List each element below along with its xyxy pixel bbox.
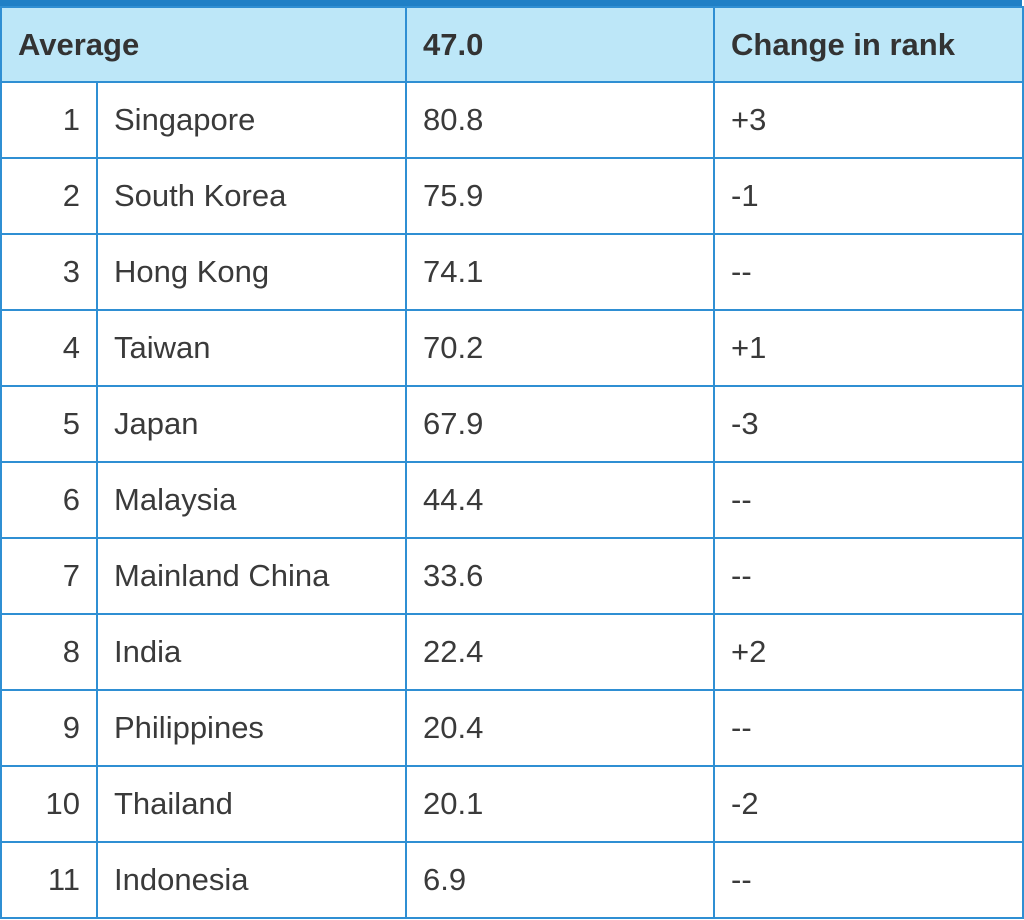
table-row: 10 Thailand 20.1 -2 xyxy=(0,765,1024,843)
country-cell: South Korea xyxy=(95,157,408,235)
table-row: 2 South Korea 75.9 -1 xyxy=(0,157,1024,235)
rank-cell: 6 xyxy=(0,461,98,539)
country-cell: Thailand xyxy=(95,765,408,843)
rank-cell: 4 xyxy=(0,309,98,387)
header-change-in-rank: Change in rank xyxy=(713,6,1024,83)
country-cell: Japan xyxy=(95,385,408,463)
score-cell: 20.1 xyxy=(405,765,716,843)
score-cell: 20.4 xyxy=(405,689,716,767)
header-average-label: Average xyxy=(0,6,408,83)
table-row: 9 Philippines 20.4 -- xyxy=(0,689,1024,767)
score-cell: 75.9 xyxy=(405,157,716,235)
table-row: 6 Malaysia 44.4 -- xyxy=(0,461,1024,539)
score-cell: 33.6 xyxy=(405,537,716,615)
country-cell: India xyxy=(95,613,408,691)
table-row: 8 India 22.4 +2 xyxy=(0,613,1024,691)
rank-cell: 11 xyxy=(0,841,98,919)
table-row: 1 Singapore 80.8 +3 xyxy=(0,81,1024,159)
score-cell: 70.2 xyxy=(405,309,716,387)
table-header-row: Average 47.0 Change in rank xyxy=(0,6,1024,83)
score-cell: 44.4 xyxy=(405,461,716,539)
score-cell: 74.1 xyxy=(405,233,716,311)
rank-cell: 1 xyxy=(0,81,98,159)
score-cell: 6.9 xyxy=(405,841,716,919)
table-row: 7 Mainland China 33.6 -- xyxy=(0,537,1024,615)
country-cell: Singapore xyxy=(95,81,408,159)
rank-cell: 5 xyxy=(0,385,98,463)
score-cell: 22.4 xyxy=(405,613,716,691)
change-in-rank-cell: -- xyxy=(713,461,1024,539)
change-in-rank-cell: -2 xyxy=(713,765,1024,843)
country-cell: Taiwan xyxy=(95,309,408,387)
country-cell: Hong Kong xyxy=(95,233,408,311)
change-in-rank-cell: +2 xyxy=(713,613,1024,691)
country-cell: Indonesia xyxy=(95,841,408,919)
rank-cell: 9 xyxy=(0,689,98,767)
change-in-rank-cell: -- xyxy=(713,841,1024,919)
table-row: 11 Indonesia 6.9 -- xyxy=(0,841,1024,919)
rank-cell: 7 xyxy=(0,537,98,615)
change-in-rank-cell: +3 xyxy=(713,81,1024,159)
country-cell: Philippines xyxy=(95,689,408,767)
country-cell: Malaysia xyxy=(95,461,408,539)
ranking-table: Average 47.0 Change in rank 1 Singapore 80… xyxy=(0,6,1024,919)
rank-cell: 2 xyxy=(0,157,98,235)
table-body: 1 Singapore 80.8 +3 2 South Korea 75.9 -1 3 Hong … xyxy=(0,81,1024,919)
rank-cell: 10 xyxy=(0,765,98,843)
country-cell: Mainland China xyxy=(95,537,408,615)
rank-cell: 3 xyxy=(0,233,98,311)
change-in-rank-cell: -1 xyxy=(713,157,1024,235)
change-in-rank-cell: +1 xyxy=(713,309,1024,387)
table-row: 4 Taiwan 70.2 +1 xyxy=(0,309,1024,387)
score-cell: 67.9 xyxy=(405,385,716,463)
change-in-rank-cell: -- xyxy=(713,537,1024,615)
change-in-rank-cell: -3 xyxy=(713,385,1024,463)
change-in-rank-cell: -- xyxy=(713,233,1024,311)
header-average-score: 47.0 xyxy=(405,6,716,83)
table-row: 5 Japan 67.9 -3 xyxy=(0,385,1024,463)
score-cell: 80.8 xyxy=(405,81,716,159)
rank-cell: 8 xyxy=(0,613,98,691)
change-in-rank-cell: -- xyxy=(713,689,1024,767)
table-row: 3 Hong Kong 74.1 -- xyxy=(0,233,1024,311)
